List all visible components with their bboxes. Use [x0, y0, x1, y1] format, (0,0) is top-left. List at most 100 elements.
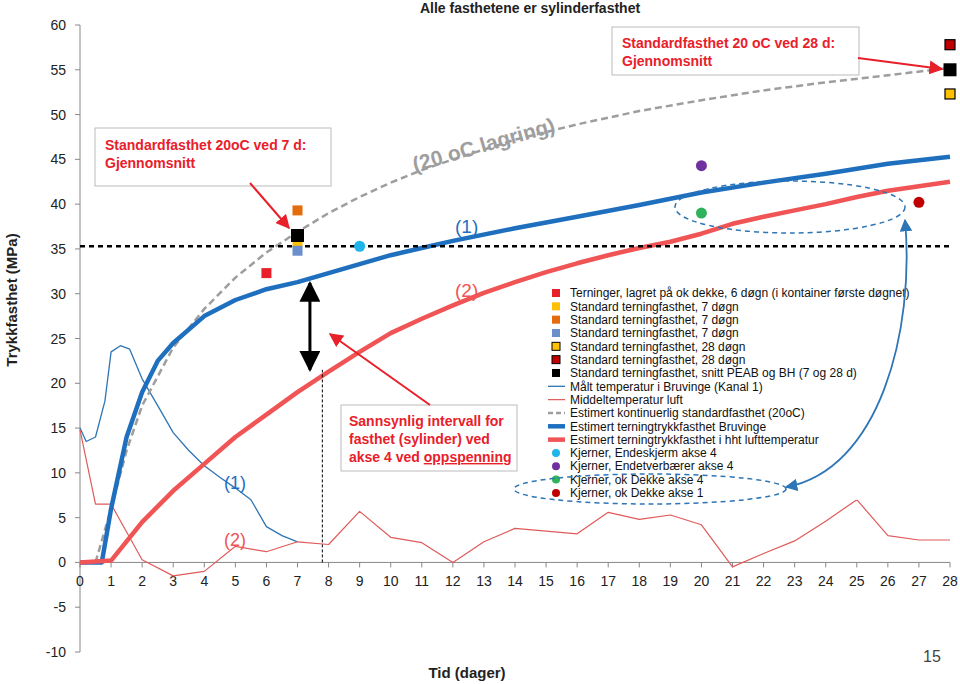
x-tick-label: 25 [849, 573, 865, 589]
x-tick [763, 562, 764, 567]
y-tick [75, 383, 80, 384]
data-point [945, 89, 955, 99]
y-tick [75, 428, 80, 429]
x-tick-label: 9 [356, 573, 364, 589]
reference-line [80, 245, 950, 248]
x-tick-label: 0 [76, 573, 84, 589]
legend-label: Estimert terningtrykkfasthet Bruvinge [570, 420, 766, 434]
connector-arrow [786, 220, 907, 487]
annotation-underlined: oppspenning [424, 449, 512, 465]
x-tick [235, 562, 236, 567]
annotation-text: Sannsynlig intervall for [349, 413, 504, 429]
y-tick-label: -5 [54, 599, 67, 615]
x-tick-label: 1 [107, 573, 115, 589]
y-tick-label: 0 [58, 554, 66, 570]
legend-label: Standard terningfasthet, 28 døgn [570, 340, 745, 354]
x-tick-label: 4 [200, 573, 208, 589]
legend-swatch [548, 412, 565, 415]
x-tick-label: 11 [415, 573, 430, 589]
annotation-text-part: akse 4 ved [349, 449, 424, 465]
annotation-box [612, 27, 859, 75]
data-point [696, 160, 707, 171]
x-tick [918, 562, 919, 567]
x-tick-label: 14 [507, 573, 523, 589]
annotation-text: Gjennomsnitt [105, 155, 196, 171]
interval-arrow [308, 283, 311, 370]
x-tick [111, 562, 112, 567]
annotation-text: (2) [455, 280, 478, 301]
data-point [944, 63, 957, 76]
legend-label: Standard terningfasthet, snitt PEAB og B… [570, 366, 857, 380]
data-point [913, 197, 924, 208]
legend-label: Middeltemperatur luft [570, 393, 683, 407]
x-tick-label: 7 [294, 573, 302, 589]
x-tick-label: 15 [538, 573, 554, 589]
x-tick-label: 26 [880, 573, 896, 589]
x-tick-label: 21 [725, 573, 741, 589]
annotation-arrow [858, 58, 942, 69]
data-point [945, 40, 955, 50]
legend-swatch [548, 437, 565, 442]
legend-swatch [548, 424, 565, 429]
y-tick [75, 562, 80, 563]
annotation-text: Gjennomsnitt [622, 53, 713, 69]
x-tick-label: 20 [694, 573, 710, 589]
legend-label: Standard terningfasthet, 7 døgn [570, 326, 739, 340]
series-line [80, 157, 950, 563]
annotation-text: akse 4 ved oppspenning [349, 449, 512, 465]
legend-swatch [552, 342, 560, 350]
x-tick [546, 562, 547, 567]
legend-label: Standard terningfasthet, 28 døgn [570, 353, 745, 367]
y-tick [75, 159, 80, 160]
y-tick-label: 50 [50, 107, 66, 123]
legend-label: Standard terningfasthet, 7 døgn [570, 313, 739, 327]
x-tick [142, 562, 143, 567]
y-tick [75, 607, 80, 608]
legend-swatch [552, 476, 560, 484]
y-tick [75, 293, 80, 294]
x-tick [266, 562, 267, 567]
y-label: Trykkfasthet (MPa) [3, 233, 20, 366]
x-tick [950, 562, 951, 567]
x-tick-label: 13 [476, 573, 492, 589]
data-point [293, 246, 303, 256]
x-tick [608, 562, 609, 567]
x-tick [856, 562, 857, 567]
legend-label: Kjerner, ok Dekke akse 1 [570, 486, 704, 500]
annotation-text: fasthet (sylinder) ved [349, 431, 490, 447]
y-tick-label: 15 [50, 420, 66, 436]
x-tick [452, 562, 453, 567]
legend-swatch [552, 489, 560, 497]
data-point [696, 208, 707, 219]
x-tick-label: 27 [911, 573, 927, 589]
vertical-line [322, 370, 323, 563]
x-tick-label: 18 [631, 573, 647, 589]
annotation-text: Standardfasthet 20oC ved 7 d: [105, 137, 307, 153]
x-tick-label: 17 [600, 573, 616, 589]
x-tick-label: 28 [942, 573, 958, 589]
x-tick-label: 23 [787, 573, 803, 589]
page-number: 15 [923, 648, 941, 665]
x-tick [359, 562, 360, 567]
y-tick-label: 45 [50, 151, 66, 167]
annotation-arrow [330, 334, 430, 405]
annotation-arrow [250, 183, 289, 228]
legend-swatch [552, 369, 560, 377]
legend-swatch [552, 316, 560, 324]
x-tick-label: 6 [263, 573, 271, 589]
title: Alle fasthetene er sylinderfasthet [420, 0, 641, 16]
x-tick [887, 562, 888, 567]
annotation-box [341, 405, 517, 471]
data-point [261, 268, 271, 278]
x-tick-label: 16 [569, 573, 585, 589]
x-tick-label: 5 [231, 573, 239, 589]
x-tick [639, 562, 640, 567]
x-tick-label: 24 [818, 573, 834, 589]
legend-label: Kjerner, Endetverbærer akse 4 [570, 459, 734, 473]
y-tick [75, 114, 80, 115]
chart: Alle fasthetene er sylinderfasthet-10-50… [0, 0, 960, 684]
x-label: Tid (dager) [428, 664, 505, 681]
legend-label: Estimert kontinuerlig standardfasthet (2… [570, 406, 805, 420]
y-tick [75, 248, 80, 249]
series-line [96, 68, 951, 562]
